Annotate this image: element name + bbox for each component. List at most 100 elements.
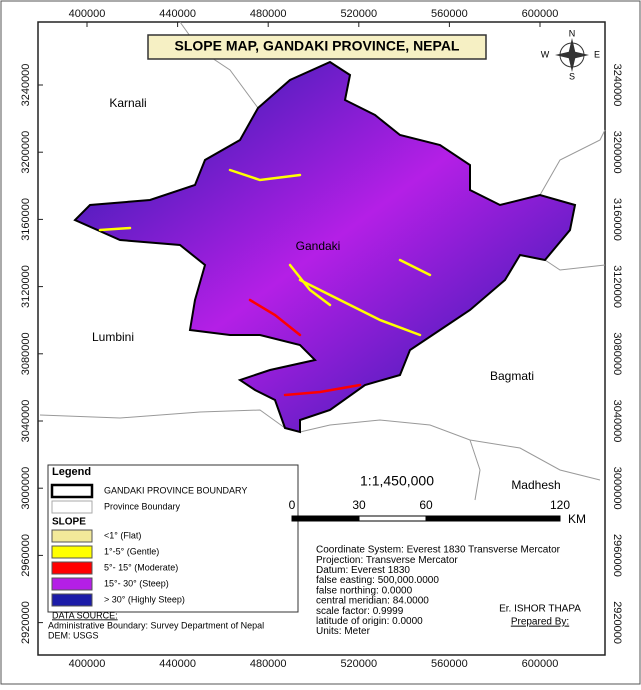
northing-label: 3000000	[611, 467, 623, 510]
region-label: Gandaki	[296, 239, 341, 253]
legend-label: 15°- 30° (Steep)	[104, 578, 169, 588]
valley	[288, 263, 332, 307]
data-source-line: DEM: USGS	[48, 630, 99, 640]
projection-line: latitude of origin: 0.0000	[316, 616, 423, 627]
compass	[555, 38, 589, 72]
easting-label: 520000	[340, 658, 377, 670]
northing-label: 2960000	[20, 534, 32, 577]
northing-label: 3160000	[611, 198, 623, 241]
author: Er. ISHOR THAPA	[499, 604, 581, 615]
valley	[98, 226, 132, 232]
compass-label: S	[569, 71, 575, 81]
boundary-line	[469, 439, 481, 501]
scale-ratio: 1:1,450,000	[360, 473, 434, 489]
easting-label: 520000	[340, 8, 377, 20]
valley	[248, 298, 302, 337]
easting-label: 400000	[69, 8, 106, 20]
projection-line: false easting: 500,000.0000	[316, 575, 439, 586]
legend-swatch	[51, 500, 93, 514]
valley	[283, 383, 362, 397]
legend-subtitle: SLOPE	[52, 517, 86, 528]
easting-label: 560000	[431, 8, 468, 20]
northing-label: 3160000	[20, 198, 32, 241]
northing-label: 3120000	[611, 265, 623, 308]
northing-label: 2960000	[611, 534, 623, 577]
scale-segment	[291, 515, 360, 522]
region-label: Lumbini	[92, 330, 134, 344]
scale-label: 0	[289, 498, 296, 512]
data-source-heading: DATA SOURCE:	[52, 610, 118, 620]
boundary-line	[539, 129, 606, 196]
data-source-line: Administrative Boundary: Survey Departme…	[48, 620, 264, 630]
region-label: Karnali	[109, 96, 146, 110]
legend-label: GANDAKI PROVINCE BOUNDARY	[104, 485, 247, 495]
easting-label: 400000	[69, 658, 106, 670]
easting-label: 600000	[522, 658, 559, 670]
legend-label: Province Boundary	[104, 501, 181, 511]
projection-line: Projection: Transverse Mercator	[316, 555, 458, 566]
legend-swatch	[51, 529, 93, 543]
easting-label: 440000	[159, 658, 196, 670]
projection-line: Units: Meter	[316, 626, 371, 637]
scale-segment	[358, 515, 427, 522]
northing-label: 3120000	[20, 265, 32, 308]
projection-line: central meridian: 84.0000	[316, 596, 429, 607]
projection-line: Datum: Everest 1830	[316, 565, 410, 576]
boundary-line	[39, 409, 286, 429]
projection-line: scale factor: 0.9999	[316, 606, 404, 617]
legend-classes: <1° (Flat) 1°-5° (Gentle) 5°- 15° (Moderat…	[51, 529, 185, 607]
grid-ticks: 400000 400000 440000 440000 480000 480000 5200…	[20, 8, 623, 670]
easting-label: 600000	[522, 8, 559, 20]
northing-label: 3040000	[20, 400, 32, 443]
valley	[298, 278, 422, 337]
gandaki-province	[73, 60, 577, 434]
scale-label: 60	[419, 498, 433, 512]
legend-swatch	[51, 593, 93, 607]
northing-label: 2920000	[611, 601, 623, 644]
legend-title: Legend	[52, 466, 91, 478]
scale-segment	[425, 515, 561, 522]
northing-label: 3240000	[20, 64, 32, 107]
boundary-line	[544, 259, 606, 271]
valley	[228, 168, 302, 182]
boundary-line	[299, 419, 601, 481]
legend-label: 5°- 15° (Moderate)	[104, 562, 178, 572]
compass-label: E	[594, 49, 600, 59]
legend-label: 1°-5° (Gentle)	[104, 546, 159, 556]
legend-swatch	[51, 577, 93, 591]
region-label: Bagmati	[490, 369, 534, 383]
province-boundaries	[39, 21, 606, 501]
valley	[398, 258, 432, 277]
easting-label: 480000	[250, 8, 287, 20]
northing-label: 3080000	[611, 332, 623, 375]
compass-label: N	[569, 28, 576, 38]
scale-unit: KM	[568, 512, 586, 526]
northing-label: 3080000	[20, 332, 32, 375]
legend-label: > 30° (Highly Steep)	[104, 594, 185, 604]
northing-label: 3200000	[611, 131, 623, 174]
map-title: SLOPE MAP, GANDAKI PROVINCE, NEPAL	[175, 38, 460, 54]
easting-label: 560000	[431, 658, 468, 670]
northing-label: 3000000	[20, 467, 32, 510]
legend-label: <1° (Flat)	[104, 530, 141, 540]
projection-line: Coordinate System: Everest 1830 Transver…	[316, 545, 561, 556]
northing-label: 3240000	[611, 64, 623, 107]
valleys	[98, 168, 432, 397]
legend-swatch	[51, 545, 93, 559]
scale-label: 30	[352, 498, 366, 512]
legend-swatch	[51, 561, 93, 575]
legend-swatch	[50, 483, 94, 499]
projection-line: false northing: 0.0000	[316, 585, 413, 596]
prepared-by: Prepared By:	[511, 617, 569, 628]
easting-label: 440000	[159, 8, 196, 20]
northing-label: 3040000	[611, 400, 623, 443]
easting-label: 480000	[250, 658, 287, 670]
region-label: Madhesh	[511, 478, 560, 492]
northing-label: 3200000	[20, 131, 32, 174]
northing-label: 2920000	[20, 601, 32, 644]
compass-label: W	[541, 49, 550, 59]
projection-info: Coordinate System: Everest 1830 Transver…	[316, 545, 561, 638]
